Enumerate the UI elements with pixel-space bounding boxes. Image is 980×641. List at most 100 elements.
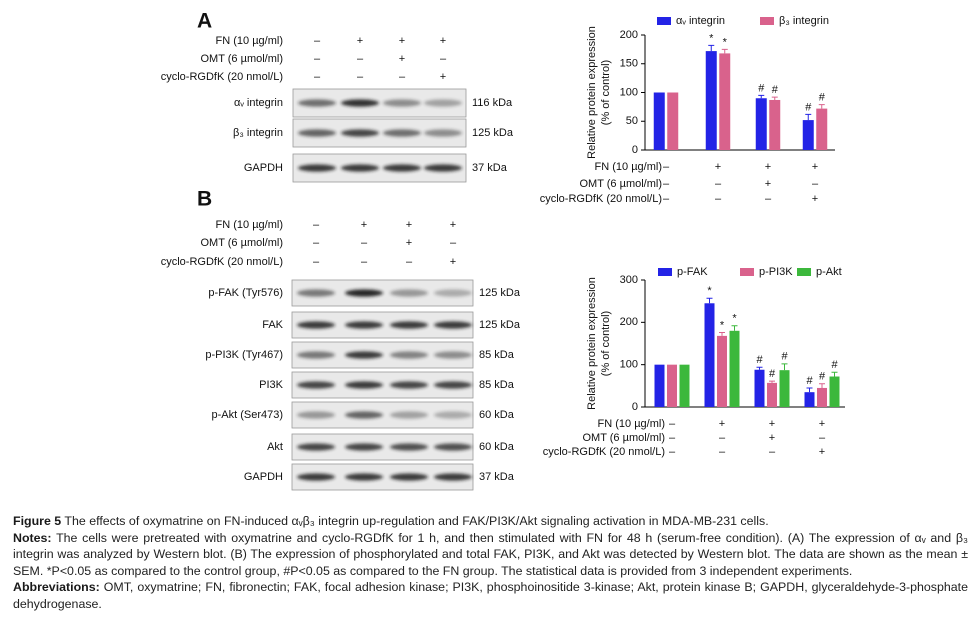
blot-size: 125 kDa <box>479 319 521 331</box>
blot-band <box>297 289 335 297</box>
legend-label: β₃ integrin <box>779 15 829 27</box>
treatment-sign: + <box>399 35 405 47</box>
bar <box>717 335 727 407</box>
blot-band <box>297 351 335 359</box>
error-bar <box>806 387 813 393</box>
blot-band <box>434 411 472 419</box>
bar <box>729 330 740 407</box>
significance-mark: # <box>758 82 765 94</box>
blot-band <box>390 443 428 451</box>
treatment-label: cyclo-RGDfK (20 nmol/L) <box>161 256 283 268</box>
blot-size: 37 kDa <box>472 162 508 174</box>
treatment-sign: + <box>819 418 825 430</box>
treatment-sign: – <box>314 53 321 65</box>
treatment-sign: – <box>812 178 819 190</box>
bar <box>804 392 815 407</box>
treatment-sign: + <box>765 178 771 190</box>
error-bar <box>771 96 778 100</box>
blot-band <box>345 289 383 297</box>
legend-swatch <box>740 268 754 276</box>
bar <box>679 364 690 407</box>
blot-band <box>390 381 428 389</box>
blot-protein: GAPDH <box>244 162 283 174</box>
blot-protein: p-PI3K (Tyr467) <box>205 349 283 361</box>
y-axis-label: (% of control) <box>600 311 612 376</box>
blot-band <box>298 99 336 107</box>
treatment-sign: + <box>812 193 818 205</box>
blot-band <box>345 381 383 389</box>
y-tick-label: 0 <box>632 401 638 413</box>
y-tick-label: 200 <box>620 29 638 41</box>
blot-band <box>434 351 472 359</box>
treatment-sign: – <box>669 446 676 458</box>
caption-label: Abbreviations: <box>13 580 100 594</box>
treatment-sign: + <box>715 161 721 173</box>
blot-band <box>297 443 335 451</box>
treatment-sign: – <box>719 446 726 458</box>
legend-label: αᵥ integrin <box>676 15 725 27</box>
caption-text: OMT, oxymatrine; FN, fibronectin; FAK, f… <box>13 580 968 611</box>
bar <box>816 108 828 150</box>
significance-mark: # <box>756 354 763 366</box>
blot-band <box>390 321 428 329</box>
bar <box>719 53 731 150</box>
treatment-sign: – <box>663 178 670 190</box>
blot-protein: p-Akt (Ser473) <box>211 409 283 421</box>
significance-mark: * <box>720 319 725 331</box>
legend-label: p-PI3K <box>759 266 793 278</box>
blot-protein: GAPDH <box>244 471 283 483</box>
bar <box>802 120 814 150</box>
treatment-sign: + <box>440 35 446 47</box>
significance-mark: # <box>769 368 776 380</box>
significance-mark: * <box>707 285 712 297</box>
blot-band <box>345 351 383 359</box>
treatment-label: OMT (6 µmol/ml) <box>200 53 283 65</box>
caption-text: The effects of oxymatrine on FN-induced … <box>61 514 769 528</box>
blot-band <box>383 164 421 172</box>
significance-mark: # <box>772 84 779 96</box>
bar <box>704 303 715 407</box>
treatment-sign: – <box>719 432 726 444</box>
blot-band <box>298 164 336 172</box>
blot-protein: FAK <box>262 319 283 331</box>
significance-mark: # <box>819 371 826 383</box>
blot-band <box>297 411 335 419</box>
blot-size: 60 kDa <box>479 441 515 453</box>
bar <box>779 370 790 407</box>
error-bar <box>819 383 825 388</box>
treatment-sign: – <box>669 418 676 430</box>
blot-band <box>297 473 335 481</box>
blot-size: 85 kDa <box>479 349 515 361</box>
blot-band <box>297 321 335 329</box>
treatment-sign: + <box>819 446 825 458</box>
treatment-sign: – <box>314 35 321 47</box>
blot-band <box>434 381 472 389</box>
bar <box>829 376 840 407</box>
treatment-sign: + <box>440 71 446 83</box>
treatment-sign: – <box>450 237 457 249</box>
treatment-label: cyclo-RGDfK (20 nmol/L) <box>161 71 283 83</box>
caption-label: Notes: <box>13 530 52 545</box>
blot-protein: β₃ integrin <box>233 127 283 139</box>
bar <box>754 369 765 407</box>
significance-mark: # <box>805 101 812 113</box>
significance-mark: * <box>732 313 737 325</box>
treatment-sign: + <box>406 237 412 249</box>
caption-title: Figure 5 The effects of oxymatrine on FN… <box>13 513 968 530</box>
treatment-sign: – <box>663 193 670 205</box>
significance-mark: # <box>819 91 826 103</box>
treatment-sign: – <box>313 219 320 231</box>
treatment-sign: – <box>357 71 364 83</box>
significance-mark: # <box>831 359 838 371</box>
caption-label: Figure 5 <box>13 514 62 528</box>
treatment-label: cyclo-RGDfK (20 nmol/L) <box>543 446 665 458</box>
significance-mark: # <box>781 351 788 363</box>
error-bar <box>731 325 738 331</box>
blot-band <box>297 381 335 389</box>
bar <box>817 387 827 407</box>
blot-band <box>390 411 428 419</box>
treatment-sign: – <box>313 237 320 249</box>
treatment-sign: + <box>357 35 363 47</box>
bar <box>755 98 767 150</box>
error-bar <box>805 113 812 121</box>
